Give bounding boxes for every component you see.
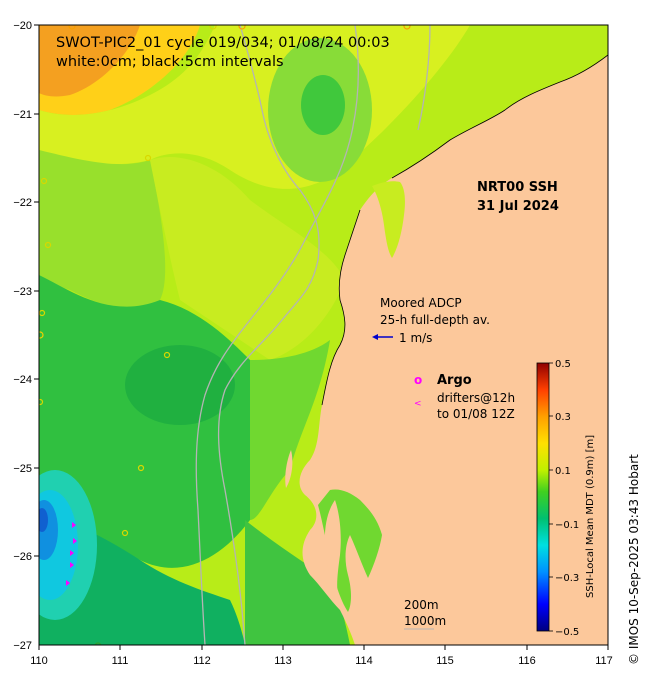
colorbar-tick-label: −0.3: [555, 573, 579, 584]
y-tick-label: −25: [13, 463, 32, 475]
map-title: SWOT-PIC2_01 cycle 019/034; 01/08/24 00:…: [56, 35, 390, 51]
x-tick-label: 113: [274, 655, 292, 667]
coast-detail-2: [321, 209, 361, 406]
drifter-marker-icon: <: [414, 399, 422, 409]
x-tick-label: 116: [518, 655, 536, 667]
colorbar-tick-label: −0.5: [555, 627, 579, 638]
drifter-sublabel: to 01/08 12Z: [437, 407, 515, 421]
ssh-contours: [39, 25, 470, 645]
argo-label: Argo: [437, 373, 472, 388]
y-tick-label: −22: [13, 197, 32, 209]
argo-marker-icon: o: [414, 373, 422, 387]
peninsula: [324, 500, 341, 595]
y-tick-labels: −20 −21 −22 −23 −24 −25 −26 −27: [13, 20, 32, 652]
colorbar-tick-label: 0.3: [555, 412, 571, 423]
islands: [285, 450, 293, 488]
gulf-water: [372, 181, 405, 258]
y-ticks: [34, 24, 39, 557]
y-tick-label: −24: [13, 374, 32, 386]
credit-text: © IMOS 10-Sep-2025 03:43 Hobart: [627, 454, 641, 665]
map-subtitle: white:0cm; black:5cm intervals: [56, 54, 284, 70]
y-tick-label: −21: [13, 109, 32, 121]
colorbar-tick-label: 0.5: [555, 359, 571, 370]
map-field: [39, 25, 608, 645]
x-ticks: [38, 645, 609, 650]
product-name: NRT00 SSH: [477, 180, 558, 195]
y-tick-label: −27: [13, 640, 32, 652]
land-mass: [299, 25, 608, 645]
velocity-scale-arrow-icon: [372, 334, 393, 340]
x-tick-label: 115: [436, 655, 454, 667]
colorbar-label: SSH-Local Mean MDT (0.9m) [m]: [585, 435, 596, 598]
drifter-markers: [66, 522, 77, 586]
y-tick-label: −26: [13, 551, 32, 563]
colorbar: [536, 362, 550, 632]
colorbar-ticks: [549, 362, 553, 632]
x-tick-label: 112: [193, 655, 211, 667]
product-date: 31 Jul 2024: [477, 199, 559, 214]
x-tick-labels: 110 111 112 113 114 115 116 117: [30, 655, 613, 667]
x-tick-label: 117: [595, 655, 613, 667]
x-tick-label: 110: [30, 655, 48, 667]
colorbar-tick-label: −0.1: [555, 520, 579, 531]
y-tick-label: −23: [13, 286, 32, 298]
coast-detail: [391, 54, 608, 179]
adcp-label: Moored ADCP: [380, 296, 462, 310]
isobath-lines: [195, 25, 431, 645]
y-tick-label: −20: [13, 20, 32, 32]
velocity-scale-label: 1 m/s: [399, 331, 432, 345]
colorbar-tick-label: 0.1: [555, 466, 571, 477]
x-tick-label: 111: [112, 655, 129, 667]
adcp-sublabel: 25-h full-depth av.: [380, 313, 490, 327]
isobath-1000-label: 1000m: [404, 614, 446, 628]
x-tick-label: 114: [355, 655, 373, 667]
drifter-label: drifters@12h: [437, 391, 515, 405]
isobath-200-label: 200m: [404, 598, 439, 612]
plot-frame: [38, 24, 609, 646]
